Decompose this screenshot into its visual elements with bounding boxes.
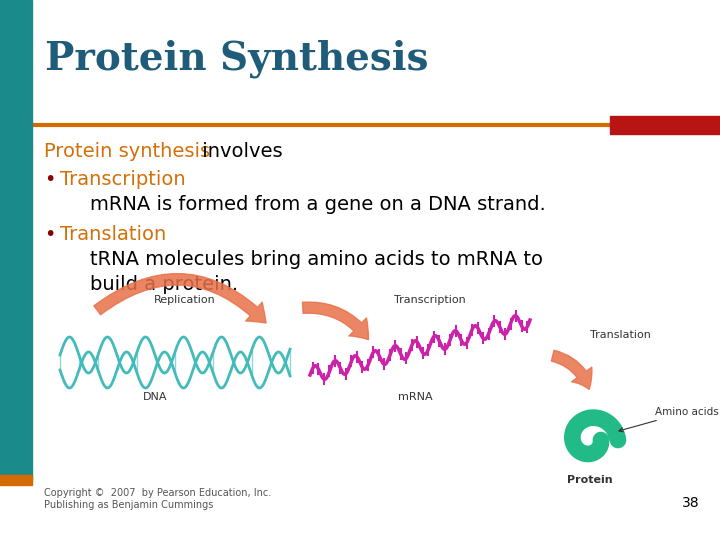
Circle shape [592, 442, 606, 456]
Circle shape [575, 414, 589, 428]
Circle shape [566, 426, 580, 440]
Text: mRNA is formed from a gene on a DNA strand.: mRNA is formed from a gene on a DNA stra… [90, 195, 546, 214]
Circle shape [583, 411, 597, 425]
Text: Translation: Translation [60, 225, 166, 244]
Text: Protein synthesis: Protein synthesis [44, 142, 210, 161]
Circle shape [572, 444, 586, 458]
Text: Protein Synthesis: Protein Synthesis [45, 40, 428, 78]
Circle shape [577, 447, 591, 461]
Text: Amino acids: Amino acids [619, 407, 719, 432]
Circle shape [569, 419, 583, 433]
FancyArrowPatch shape [302, 302, 369, 340]
Circle shape [583, 447, 597, 461]
Bar [0, 475, 32, 485]
Text: Copyright ©  2007  by Pearson Education, Inc.
Publishing as Benjamin Cummings: Copyright © 2007 by Pearson Education, I… [44, 488, 271, 510]
Circle shape [594, 437, 608, 451]
Text: Transcription: Transcription [60, 170, 186, 189]
FancyArrowPatch shape [94, 274, 266, 323]
Bar [0, 0, 32, 480]
Text: DNA: DNA [143, 392, 167, 402]
Text: 38: 38 [683, 496, 700, 510]
Text: Protein: Protein [567, 475, 613, 485]
Text: mRNA: mRNA [397, 392, 432, 402]
Circle shape [588, 445, 602, 459]
Text: •: • [44, 170, 55, 189]
Circle shape [592, 411, 606, 426]
Text: Replication: Replication [154, 295, 216, 305]
Text: Transcription: Transcription [394, 295, 466, 305]
Text: •: • [44, 225, 55, 244]
Circle shape [608, 423, 621, 437]
Circle shape [565, 433, 580, 447]
Circle shape [600, 415, 615, 429]
Text: tRNA molecules bring amino acids to mRNA to: tRNA molecules bring amino acids to mRNA… [90, 250, 543, 269]
Circle shape [568, 440, 582, 453]
FancyArrowPatch shape [552, 350, 592, 389]
Text: Translation: Translation [590, 330, 650, 340]
Bar [610, 116, 720, 134]
Circle shape [611, 433, 625, 447]
Text: involves: involves [196, 142, 283, 161]
Text: build a protein.: build a protein. [90, 275, 238, 294]
